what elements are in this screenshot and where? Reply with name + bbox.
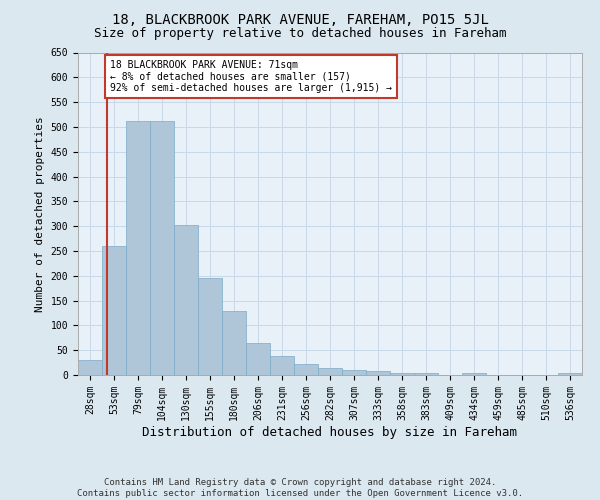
Bar — [342, 370, 366, 375]
Bar — [558, 372, 582, 375]
Bar — [222, 310, 246, 375]
Text: Size of property relative to detached houses in Fareham: Size of property relative to detached ho… — [94, 28, 506, 40]
Bar — [462, 372, 486, 375]
Bar — [150, 121, 174, 375]
Text: 18 BLACKBROOK PARK AVENUE: 71sqm
← 8% of detached houses are smaller (157)
92% o: 18 BLACKBROOK PARK AVENUE: 71sqm ← 8% of… — [110, 60, 392, 93]
Bar — [198, 278, 222, 375]
Bar — [294, 364, 318, 375]
Text: 18, BLACKBROOK PARK AVENUE, FAREHAM, PO15 5JL: 18, BLACKBROOK PARK AVENUE, FAREHAM, PO1… — [112, 12, 488, 26]
X-axis label: Distribution of detached houses by size in Fareham: Distribution of detached houses by size … — [143, 426, 517, 438]
Bar — [318, 368, 342, 375]
Bar — [126, 121, 150, 375]
Bar — [390, 372, 414, 375]
Bar — [78, 360, 102, 375]
Bar — [246, 343, 270, 375]
Bar — [270, 356, 294, 375]
Text: Contains HM Land Registry data © Crown copyright and database right 2024.
Contai: Contains HM Land Registry data © Crown c… — [77, 478, 523, 498]
Bar — [174, 225, 198, 375]
Y-axis label: Number of detached properties: Number of detached properties — [35, 116, 45, 312]
Bar — [102, 246, 126, 375]
Bar — [366, 371, 390, 375]
Bar — [414, 372, 438, 375]
